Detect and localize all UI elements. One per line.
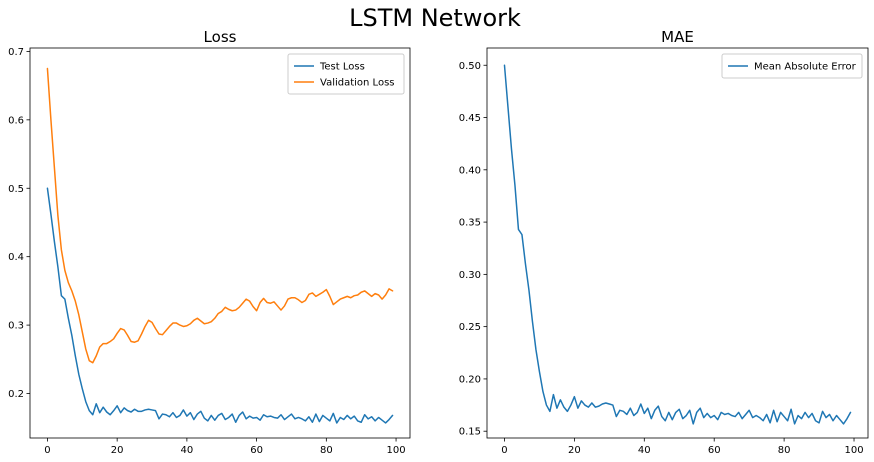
series-line-validation-loss [46, 67, 394, 364]
y-tick-label: 0.25 [459, 322, 481, 333]
y-tick-label: 0.45 [459, 113, 481, 124]
figure-title: LSTM Network [349, 4, 521, 32]
y-tick-label: 0.20 [459, 374, 481, 385]
y-tick-label: 0.6 [8, 115, 24, 126]
y-tick-label: 0.40 [459, 165, 481, 176]
x-tick-label: 100 [844, 445, 863, 456]
y-tick-label: 0.3 [8, 321, 24, 332]
mae-chart: MAE 0 20 40 60 80 100 0.15 0.20 0.25 0.30 0.35 0.40 0… [459, 28, 869, 456]
x-tick-label: 20 [568, 445, 581, 456]
x-tick-label: 60 [250, 445, 263, 456]
axes-title: Loss [204, 28, 237, 46]
x-tick-label: 40 [638, 445, 651, 456]
x-tick-label: 0 [44, 445, 50, 456]
x-tick-label: 100 [387, 445, 406, 456]
legend-label: Validation Loss [320, 78, 395, 89]
y-tick-label: 0.50 [459, 61, 481, 72]
x-tick-label: 80 [320, 445, 333, 456]
x-tick-label: 40 [181, 445, 194, 456]
loss-chart: Loss 0 20 40 60 80 100 0.2 0.3 0.4 0.5 0.6 0.7 Test L… [8, 28, 411, 456]
legend-box [287, 53, 405, 95]
axes-title: MAE [661, 28, 694, 46]
x-tick-label: 60 [708, 445, 721, 456]
plot-frame [486, 47, 869, 439]
legend: Mean Absolute Error [721, 53, 863, 79]
x-tick-label: 0 [501, 445, 507, 456]
y-tick-label: 0.35 [459, 218, 481, 229]
y-tick-label: 0.2 [8, 389, 24, 400]
y-tick-label: 0.4 [8, 252, 24, 263]
y-tick-label: 0.15 [459, 427, 481, 438]
legend-label: Test Loss [319, 62, 365, 73]
legend-box [721, 53, 863, 79]
series-line-test-loss [46, 187, 394, 424]
series-line-mean-absolute-error [503, 64, 852, 425]
y-tick-label: 0.5 [8, 184, 24, 195]
legend: Test Loss Validation Loss [287, 53, 405, 95]
plot-frame [29, 47, 411, 439]
legend-label: Mean Absolute Error [754, 62, 857, 73]
x-tick-label: 80 [778, 445, 791, 456]
x-tick-label: 20 [111, 445, 124, 456]
y-tick-label: 0.7 [8, 47, 24, 58]
y-tick-label: 0.30 [459, 270, 481, 281]
